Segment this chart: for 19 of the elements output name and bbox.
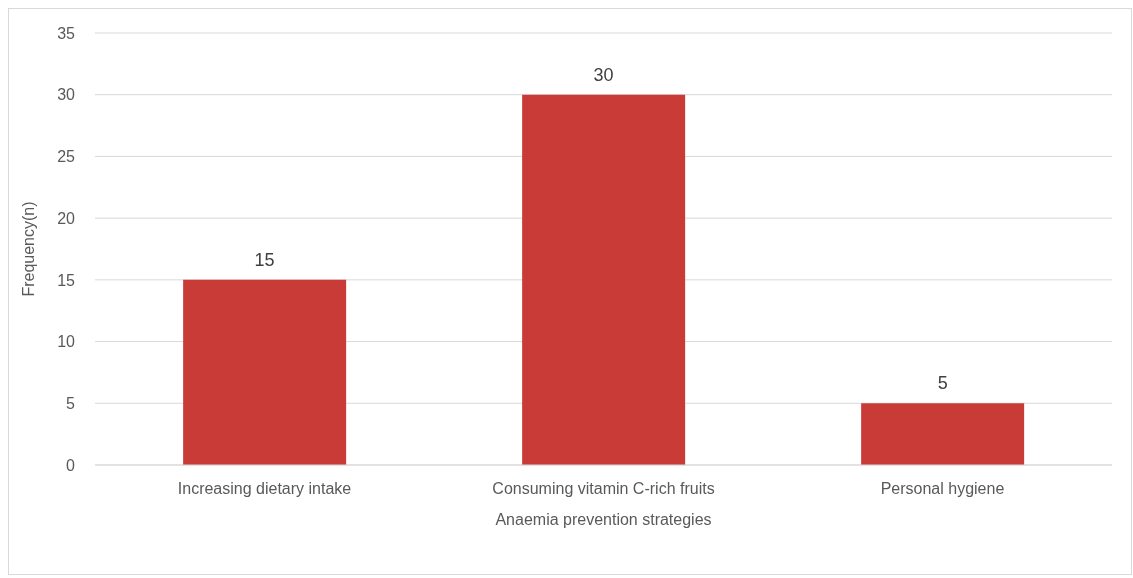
x-axis-title: Anaemia prevention strategies <box>495 511 712 528</box>
y-tick-label: 25 <box>57 148 76 166</box>
y-tick-label: 0 <box>66 456 76 474</box>
data-label: 5 <box>937 373 948 394</box>
y-tick-label: 15 <box>57 271 76 289</box>
bar <box>861 403 1025 465</box>
bar <box>183 279 347 465</box>
x-tick-label: Personal hygiene <box>880 480 1005 498</box>
data-label: 15 <box>254 249 275 270</box>
y-tick-label: 5 <box>66 394 76 412</box>
data-label: 30 <box>593 64 614 85</box>
y-tick-label: 10 <box>57 333 76 351</box>
y-axis-title: Frequency(n) <box>19 201 37 297</box>
y-tick-label: 30 <box>57 86 76 104</box>
x-tick-label: Consuming vitamin C-rich fruits <box>492 480 715 498</box>
x-tick-label: Increasing dietary intake <box>177 480 352 498</box>
bar <box>522 94 686 465</box>
y-tick-label: 35 <box>57 24 76 42</box>
y-tick-label: 20 <box>57 209 76 227</box>
